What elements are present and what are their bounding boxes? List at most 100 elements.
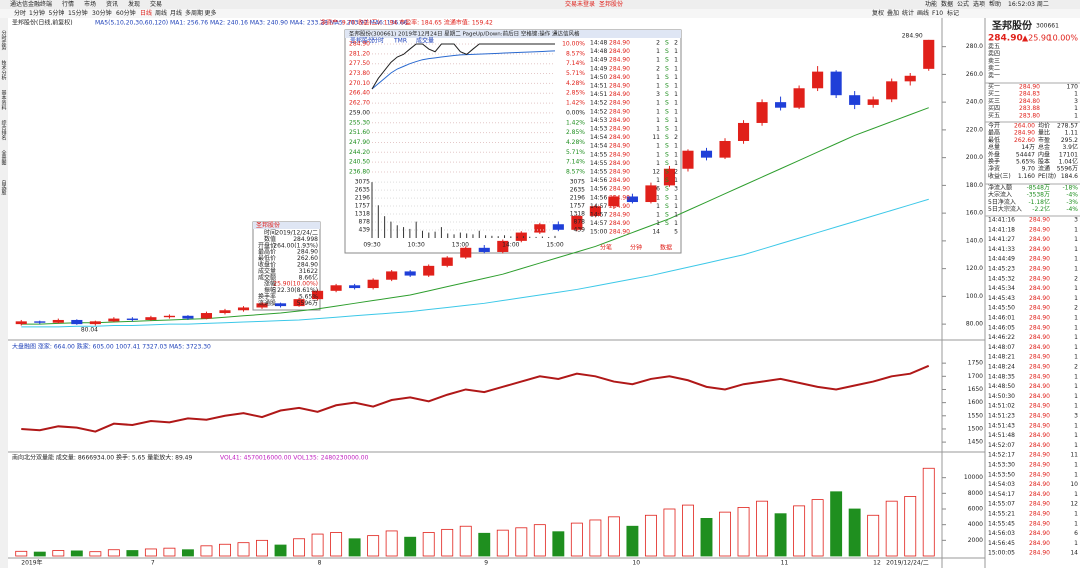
stat-label: 换手 — [988, 158, 1000, 166]
stat-value: 5596万 — [1057, 166, 1078, 173]
side-tab[interactable]: 分时走势 — [1, 29, 7, 51]
popup-button[interactable]: 分钟 — [630, 244, 642, 252]
trade-side: S — [665, 57, 669, 64]
price-line — [371, 43, 555, 90]
stat-label: 总量 — [988, 143, 1000, 151]
book-label: 卖三 — [988, 58, 1000, 65]
tool-button[interactable]: 复权 — [872, 9, 884, 17]
menu-item[interactable]: 行情 — [62, 0, 74, 8]
y-tick-label: 240.0 — [966, 99, 983, 106]
tick-volume: 2 — [1074, 305, 1078, 312]
tooltip-label: 成交额 — [258, 273, 276, 281]
info-text: 净资产: 9.70 收益(三): 1.94 市盈率: 184.65 流通市值: … — [320, 19, 493, 27]
period-tab[interactable]: 月线 — [170, 9, 182, 17]
period-tab[interactable]: 15分钟 — [68, 9, 88, 17]
ma-line — [21, 198, 929, 328]
tool-button[interactable]: 统计 — [902, 9, 914, 17]
volume-bar — [404, 536, 417, 557]
stat-label: 外盘 — [988, 150, 1000, 158]
tick-time: 14:45:23 — [988, 266, 1015, 273]
menu-item[interactable]: 发现 — [128, 0, 140, 8]
vol-tick-label: 2196 — [570, 195, 585, 202]
menu-item[interactable]: 交易 — [150, 0, 162, 8]
tick-volume: 1 — [1074, 422, 1078, 429]
date-label: 10 — [632, 560, 640, 567]
candle-body — [423, 265, 435, 276]
side-tab[interactable]: 技术分析 — [1, 59, 7, 81]
price-tick-label: 284.90 — [349, 41, 370, 48]
vol-tick-label: 2635 — [570, 187, 585, 194]
trade-volume: 1 — [656, 220, 660, 227]
candle-body — [904, 75, 916, 82]
tick-time: 14:45:43 — [988, 295, 1015, 302]
y-tick-label: 180.0 — [966, 182, 983, 189]
side-tab[interactable]: 基本资料 — [1, 89, 7, 111]
menu-item[interactable]: 资讯 — [106, 0, 118, 8]
tool-button[interactable]: 画线 — [917, 9, 929, 17]
flow-label: 5日大宗流入 — [988, 205, 1022, 213]
menu-item[interactable]: 数据 — [941, 0, 953, 8]
popup-tab[interactable]: 成交量 — [416, 37, 434, 45]
popup-tab[interactable]: 圣邦股份 — [350, 37, 374, 45]
volume-bar — [126, 550, 139, 557]
tick-price: 284.90 — [1029, 344, 1050, 351]
popup-tab[interactable]: TMR — [393, 38, 407, 45]
menu-item[interactable]: 功能 — [925, 0, 937, 8]
tooltip-value: 264.00(1.93%) — [273, 242, 318, 249]
flow-pct: -18% — [1062, 185, 1078, 192]
trade-volume: 1 — [656, 74, 660, 81]
stat-label: 均价 — [1038, 122, 1050, 130]
trade-volume: 1 — [656, 160, 660, 167]
tooltip-box — [252, 221, 321, 311]
menu-item[interactable]: 市场 — [84, 0, 96, 8]
volume-bar — [459, 525, 472, 557]
period-tab[interactable]: 更多 — [205, 9, 217, 17]
side-tab[interactable]: 全景图 — [1, 149, 7, 166]
date-label: 2019/12/24/二 — [886, 560, 929, 567]
tick-volume: 1 — [1074, 295, 1078, 302]
stat-label: 股本 — [1038, 158, 1050, 166]
popup-button[interactable]: 分笔 — [600, 244, 612, 252]
tick-time: 14:55:45 — [988, 520, 1015, 527]
side-tab[interactable]: 综合排名 — [1, 119, 7, 141]
period-tab[interactable]: 5分钟 — [49, 9, 65, 17]
tick-time: 14:48:35 — [988, 373, 1015, 380]
change-pct: 10.00% — [1047, 34, 1078, 43]
period-tab[interactable]: 30分钟 — [92, 9, 112, 17]
trade-time: 14:56 — [590, 194, 607, 201]
trade-volume: 1 — [656, 151, 660, 158]
period-tab[interactable]: 1分钟 — [29, 9, 45, 17]
period-tab[interactable]: 多周期 — [185, 9, 203, 17]
tool-button[interactable]: 叠加 — [887, 9, 899, 17]
menu-item[interactable]: 帮助 — [989, 0, 1001, 8]
volume-bar — [89, 551, 102, 557]
tick-price: 284.90 — [1029, 393, 1050, 400]
candle-body — [293, 299, 305, 307]
tooltip-label: 涨幅 — [264, 280, 276, 288]
candle-body — [552, 224, 564, 230]
popup-tab[interactable]: 分时 — [372, 37, 384, 45]
period-tab[interactable]: 60分钟 — [116, 9, 136, 17]
period-tab[interactable]: 分时 — [14, 9, 26, 17]
tooltip-label: 数值 — [264, 235, 276, 243]
menu-item[interactable]: 选项 — [973, 0, 985, 8]
volume-bar — [256, 539, 268, 557]
popup-button[interactable]: 数据 — [660, 244, 672, 252]
volume-bar — [181, 549, 194, 557]
tool-button[interactable]: F10 — [932, 10, 943, 17]
vol-tick-label: 2635 — [355, 187, 370, 194]
side-tab[interactable]: 自选股 — [1, 179, 7, 196]
period-tab[interactable]: 周线 — [155, 9, 167, 17]
tool-button[interactable]: 标记 — [947, 9, 959, 17]
volume-bar — [107, 549, 120, 557]
menu-item[interactable]: 公式 — [957, 0, 969, 8]
volume-bar — [330, 532, 343, 557]
stat-value: 184.6 — [1061, 173, 1078, 180]
period-tab[interactable]: 日线 — [140, 9, 152, 17]
tooltip-label: 收盘价 — [258, 261, 276, 269]
last-price: 284.90 — [988, 34, 1023, 44]
popup-title-bar — [345, 30, 681, 38]
trade-time: 15:00 — [590, 229, 607, 236]
trade-volume: 1 — [656, 143, 660, 150]
flow-value: -8548万 — [1027, 185, 1050, 192]
